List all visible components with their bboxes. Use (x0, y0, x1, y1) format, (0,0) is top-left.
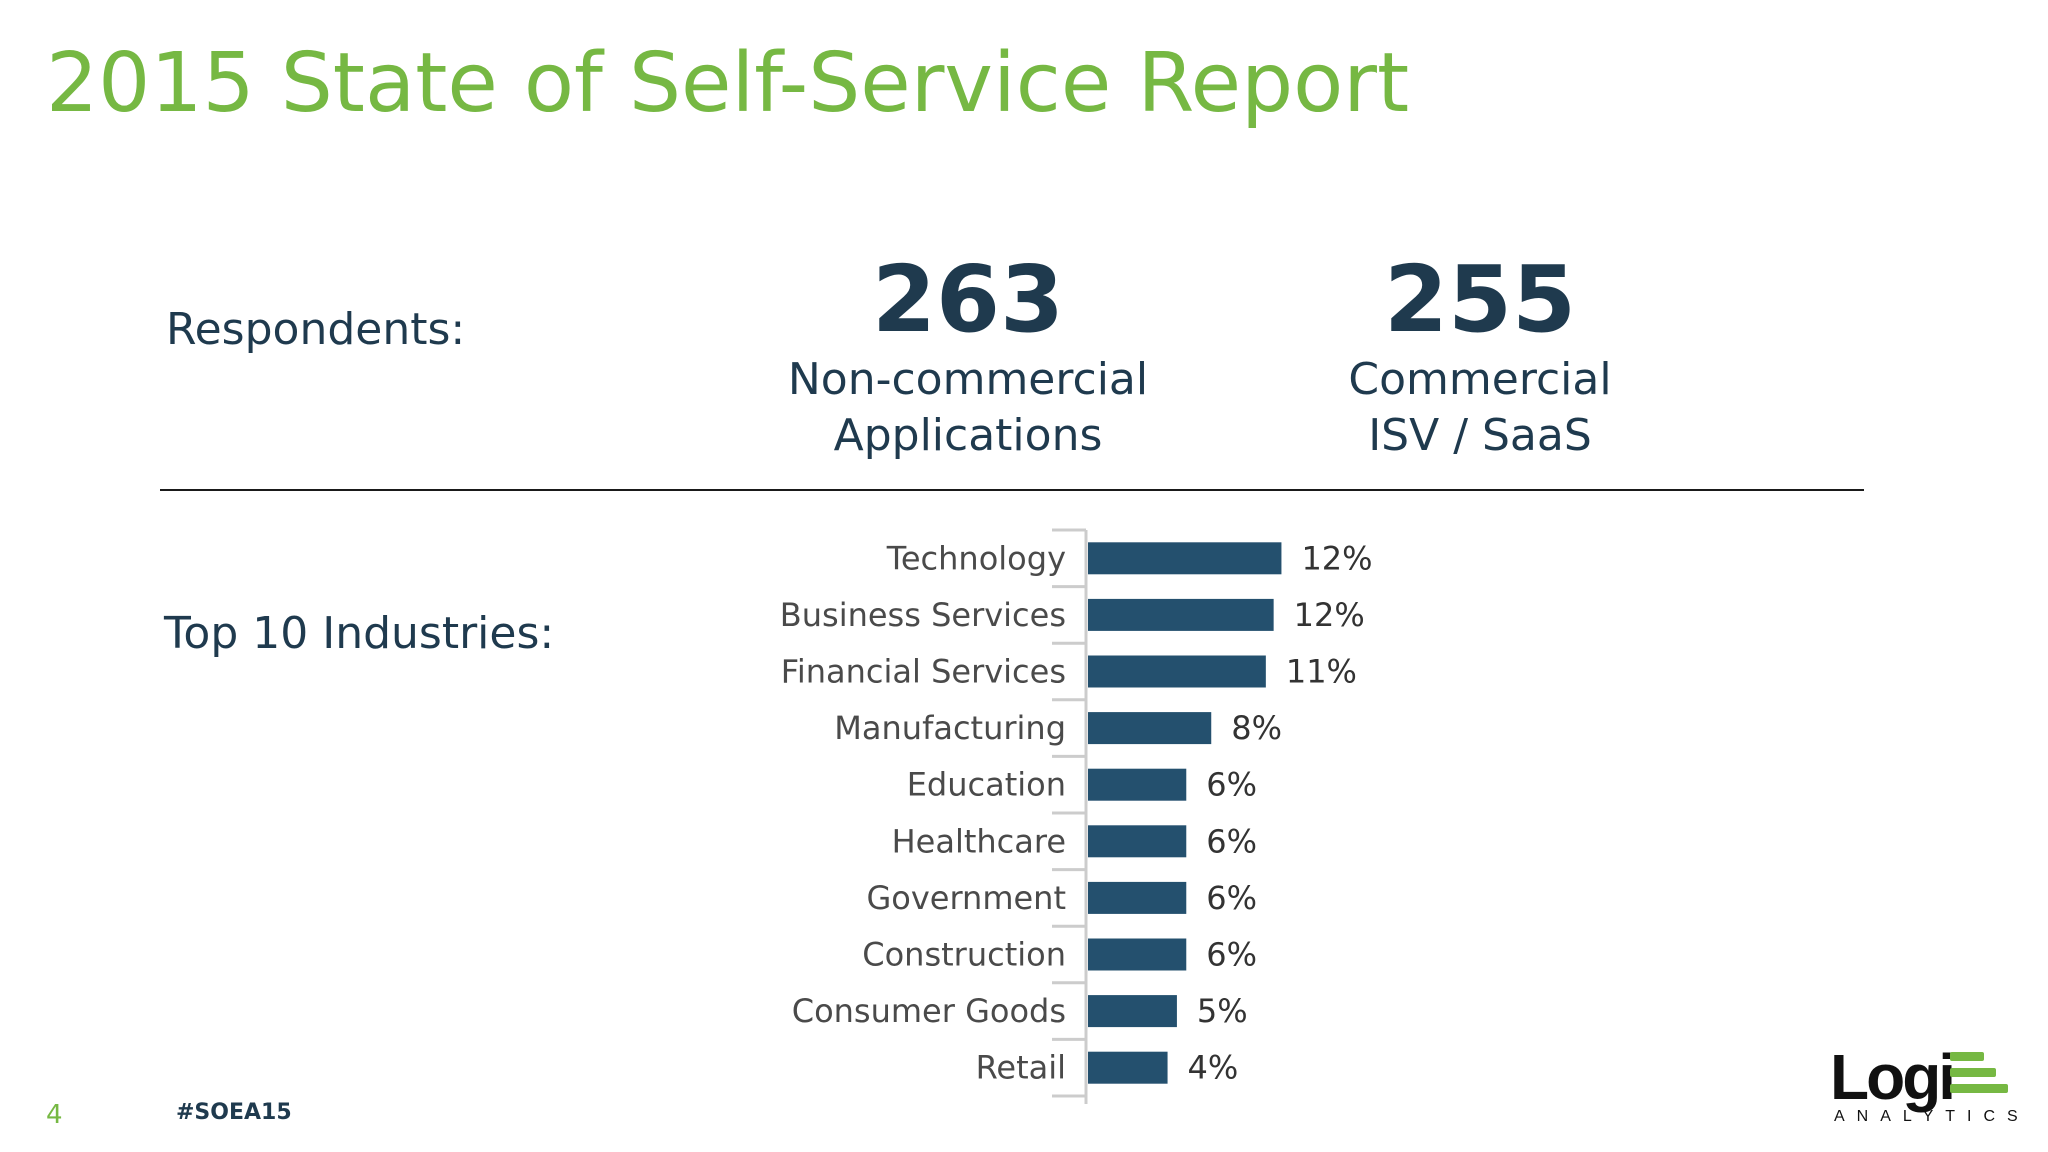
logo-word: Logi (1830, 1041, 1956, 1113)
logo-bars-icon (1950, 1052, 2008, 1100)
respondents-label: Respondents: (166, 304, 466, 355)
category-label: Retail (976, 1049, 1066, 1087)
slide-title: 2015 State of Self-Service Report (46, 36, 1410, 131)
value-label: 6% (1206, 766, 1257, 804)
page-number: 4 (46, 1100, 63, 1130)
bar-government (1088, 881, 1187, 914)
bar-healthcare (1088, 825, 1187, 858)
bar-technology (1088, 542, 1282, 575)
category-label: Financial Services (781, 653, 1066, 691)
bar-education (1088, 768, 1187, 801)
bar-retail (1088, 1051, 1168, 1084)
category-label: Education (907, 766, 1066, 804)
value-label: 6% (1206, 879, 1257, 917)
value-label: 6% (1206, 936, 1257, 974)
stat-caption-line1: Non-commercial (787, 354, 1149, 405)
hashtag: #SOEA15 (176, 1100, 292, 1125)
value-label: 6% (1206, 822, 1257, 860)
value-label: 4% (1188, 1049, 1239, 1087)
category-label: Manufacturing (834, 709, 1066, 747)
stat-number: 255 (1383, 246, 1577, 353)
category-label: Construction (862, 936, 1066, 974)
bar-manufacturing (1088, 712, 1212, 745)
category-label: Technology (886, 539, 1066, 577)
stat-caption-line1: Commercial (1348, 354, 1612, 405)
logo-subtext: ANALYTICS (1834, 1108, 2030, 1125)
category-label: Healthcare (892, 822, 1066, 860)
bar-financial-services (1088, 655, 1266, 688)
stat-caption-line2: Applications (833, 410, 1103, 461)
category-label: Business Services (780, 596, 1066, 634)
section-divider (160, 489, 1864, 491)
stat-commercial: 255 Commercial ISV / SaaS (1270, 248, 1690, 464)
category-label: Government (866, 879, 1066, 917)
value-label: 11% (1286, 653, 1357, 691)
value-label: 12% (1301, 539, 1372, 577)
bar-construction (1088, 938, 1187, 971)
value-label: 5% (1197, 992, 1248, 1030)
bar-consumer-goods (1088, 995, 1177, 1028)
industries-label: Top 10 Industries: (164, 608, 555, 659)
stat-number: 263 (871, 246, 1065, 353)
stat-caption-line2: ISV / SaaS (1368, 410, 1592, 461)
value-label: 12% (1294, 596, 1365, 634)
bar-business-services (1088, 598, 1274, 631)
stat-non-commercial: 263 Non-commercial Applications (758, 248, 1178, 464)
category-label: Consumer Goods (792, 992, 1066, 1030)
logi-analytics-logo: Logi ANALYTICS (1830, 1041, 2020, 1126)
value-label: 8% (1231, 709, 1282, 747)
